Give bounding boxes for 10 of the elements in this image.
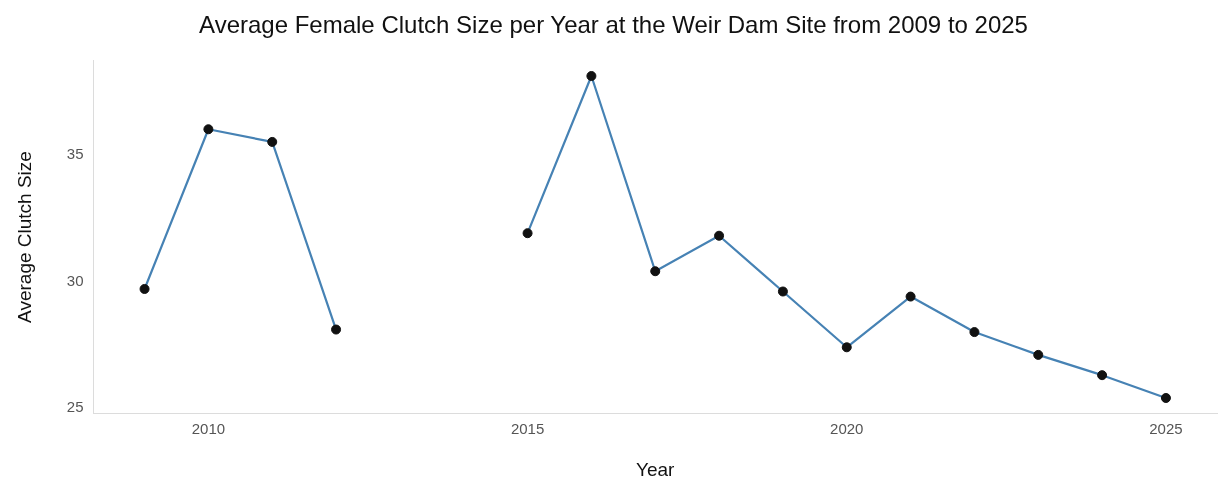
x-tick-label: 2010 — [191, 420, 226, 438]
y-tick-label: 35 — [66, 144, 84, 162]
y-tick-label: 25 — [66, 398, 84, 416]
x-tick-label: 2020 — [830, 420, 864, 438]
x-axis-title: Year — [636, 458, 676, 480]
y-axis-title: Average Clutch Size — [13, 151, 35, 323]
chart-title: Average Female Clutch Size per Year at the Weir Dam Site from 2009 to 2025 — [199, 11, 1028, 39]
y-tick-label: 30 — [66, 271, 84, 289]
x-tick-label: 2025 — [1149, 420, 1183, 438]
x-tick-label: 2015 — [510, 420, 545, 438]
